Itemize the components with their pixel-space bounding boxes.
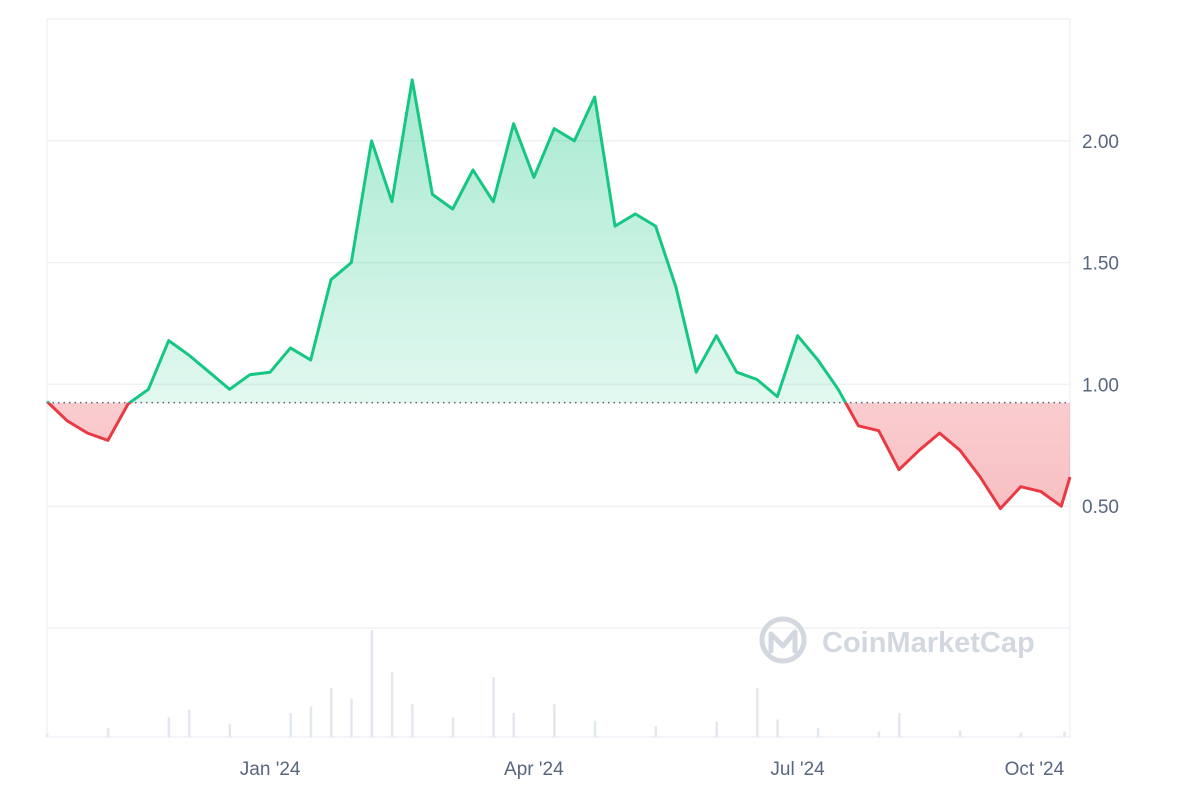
coinmarketcap-logo-icon: [759, 616, 807, 664]
volume-bar: [1063, 731, 1066, 737]
price-line-below: [46, 402, 1072, 511]
volume-bar: [350, 698, 353, 737]
volume-bar: [512, 713, 516, 737]
area-below-baseline: [47, 402, 1070, 509]
watermark-text: CoinMarketCap: [822, 627, 1035, 659]
volume-bar: [715, 721, 718, 737]
volume-bar: [776, 719, 779, 737]
volume-bar: [654, 726, 658, 737]
volume-bar: [756, 687, 759, 737]
volume-bar: [898, 713, 901, 737]
volume-bar: [593, 720, 597, 737]
volume-bar: [370, 630, 374, 737]
volume-bar: [958, 730, 962, 737]
volume-bar: [188, 709, 191, 737]
volume-bar: [816, 728, 820, 737]
y-tick-label: 1.50: [1082, 254, 1119, 275]
volume-bar: [309, 706, 313, 737]
volume-bar: [877, 731, 881, 737]
volume-bar: [492, 677, 495, 737]
volume-bar: [411, 704, 414, 737]
volume-bar: [390, 671, 394, 737]
area-above-baseline: [47, 79, 846, 403]
x-tick-label: Jul '24: [770, 759, 825, 780]
x-axis-ticks: Jan '24 Apr '24 Jul '24 Oct '24: [240, 759, 1065, 780]
volume-bar: [167, 717, 171, 737]
volume-bar: [106, 728, 110, 737]
plot-frame: [46, 18, 1071, 738]
volume-bar: [289, 713, 292, 737]
volume-bar: [451, 717, 455, 737]
volume-bar: [1019, 732, 1023, 737]
x-tick-label: Oct '24: [1005, 759, 1065, 780]
x-tick-label: Apr '24: [504, 759, 564, 780]
y-tick-label: 2.00: [1082, 132, 1119, 153]
volume-bar: [330, 687, 333, 737]
y-tick-label: 0.50: [1082, 497, 1119, 518]
volume-bars: [46, 630, 1066, 737]
volume-bar: [553, 704, 556, 737]
volume-bar: [228, 723, 232, 737]
x-tick-label: Jan '24: [240, 759, 301, 780]
volume-bar: [46, 733, 49, 737]
coinmarketcap-watermark: CoinMarketCap: [759, 616, 1035, 664]
y-axis-ticks: 0.50 1.00 1.50 2.00: [1082, 132, 1119, 518]
y-tick-label: 1.00: [1082, 375, 1119, 396]
price-line-above: [45, 78, 848, 403]
